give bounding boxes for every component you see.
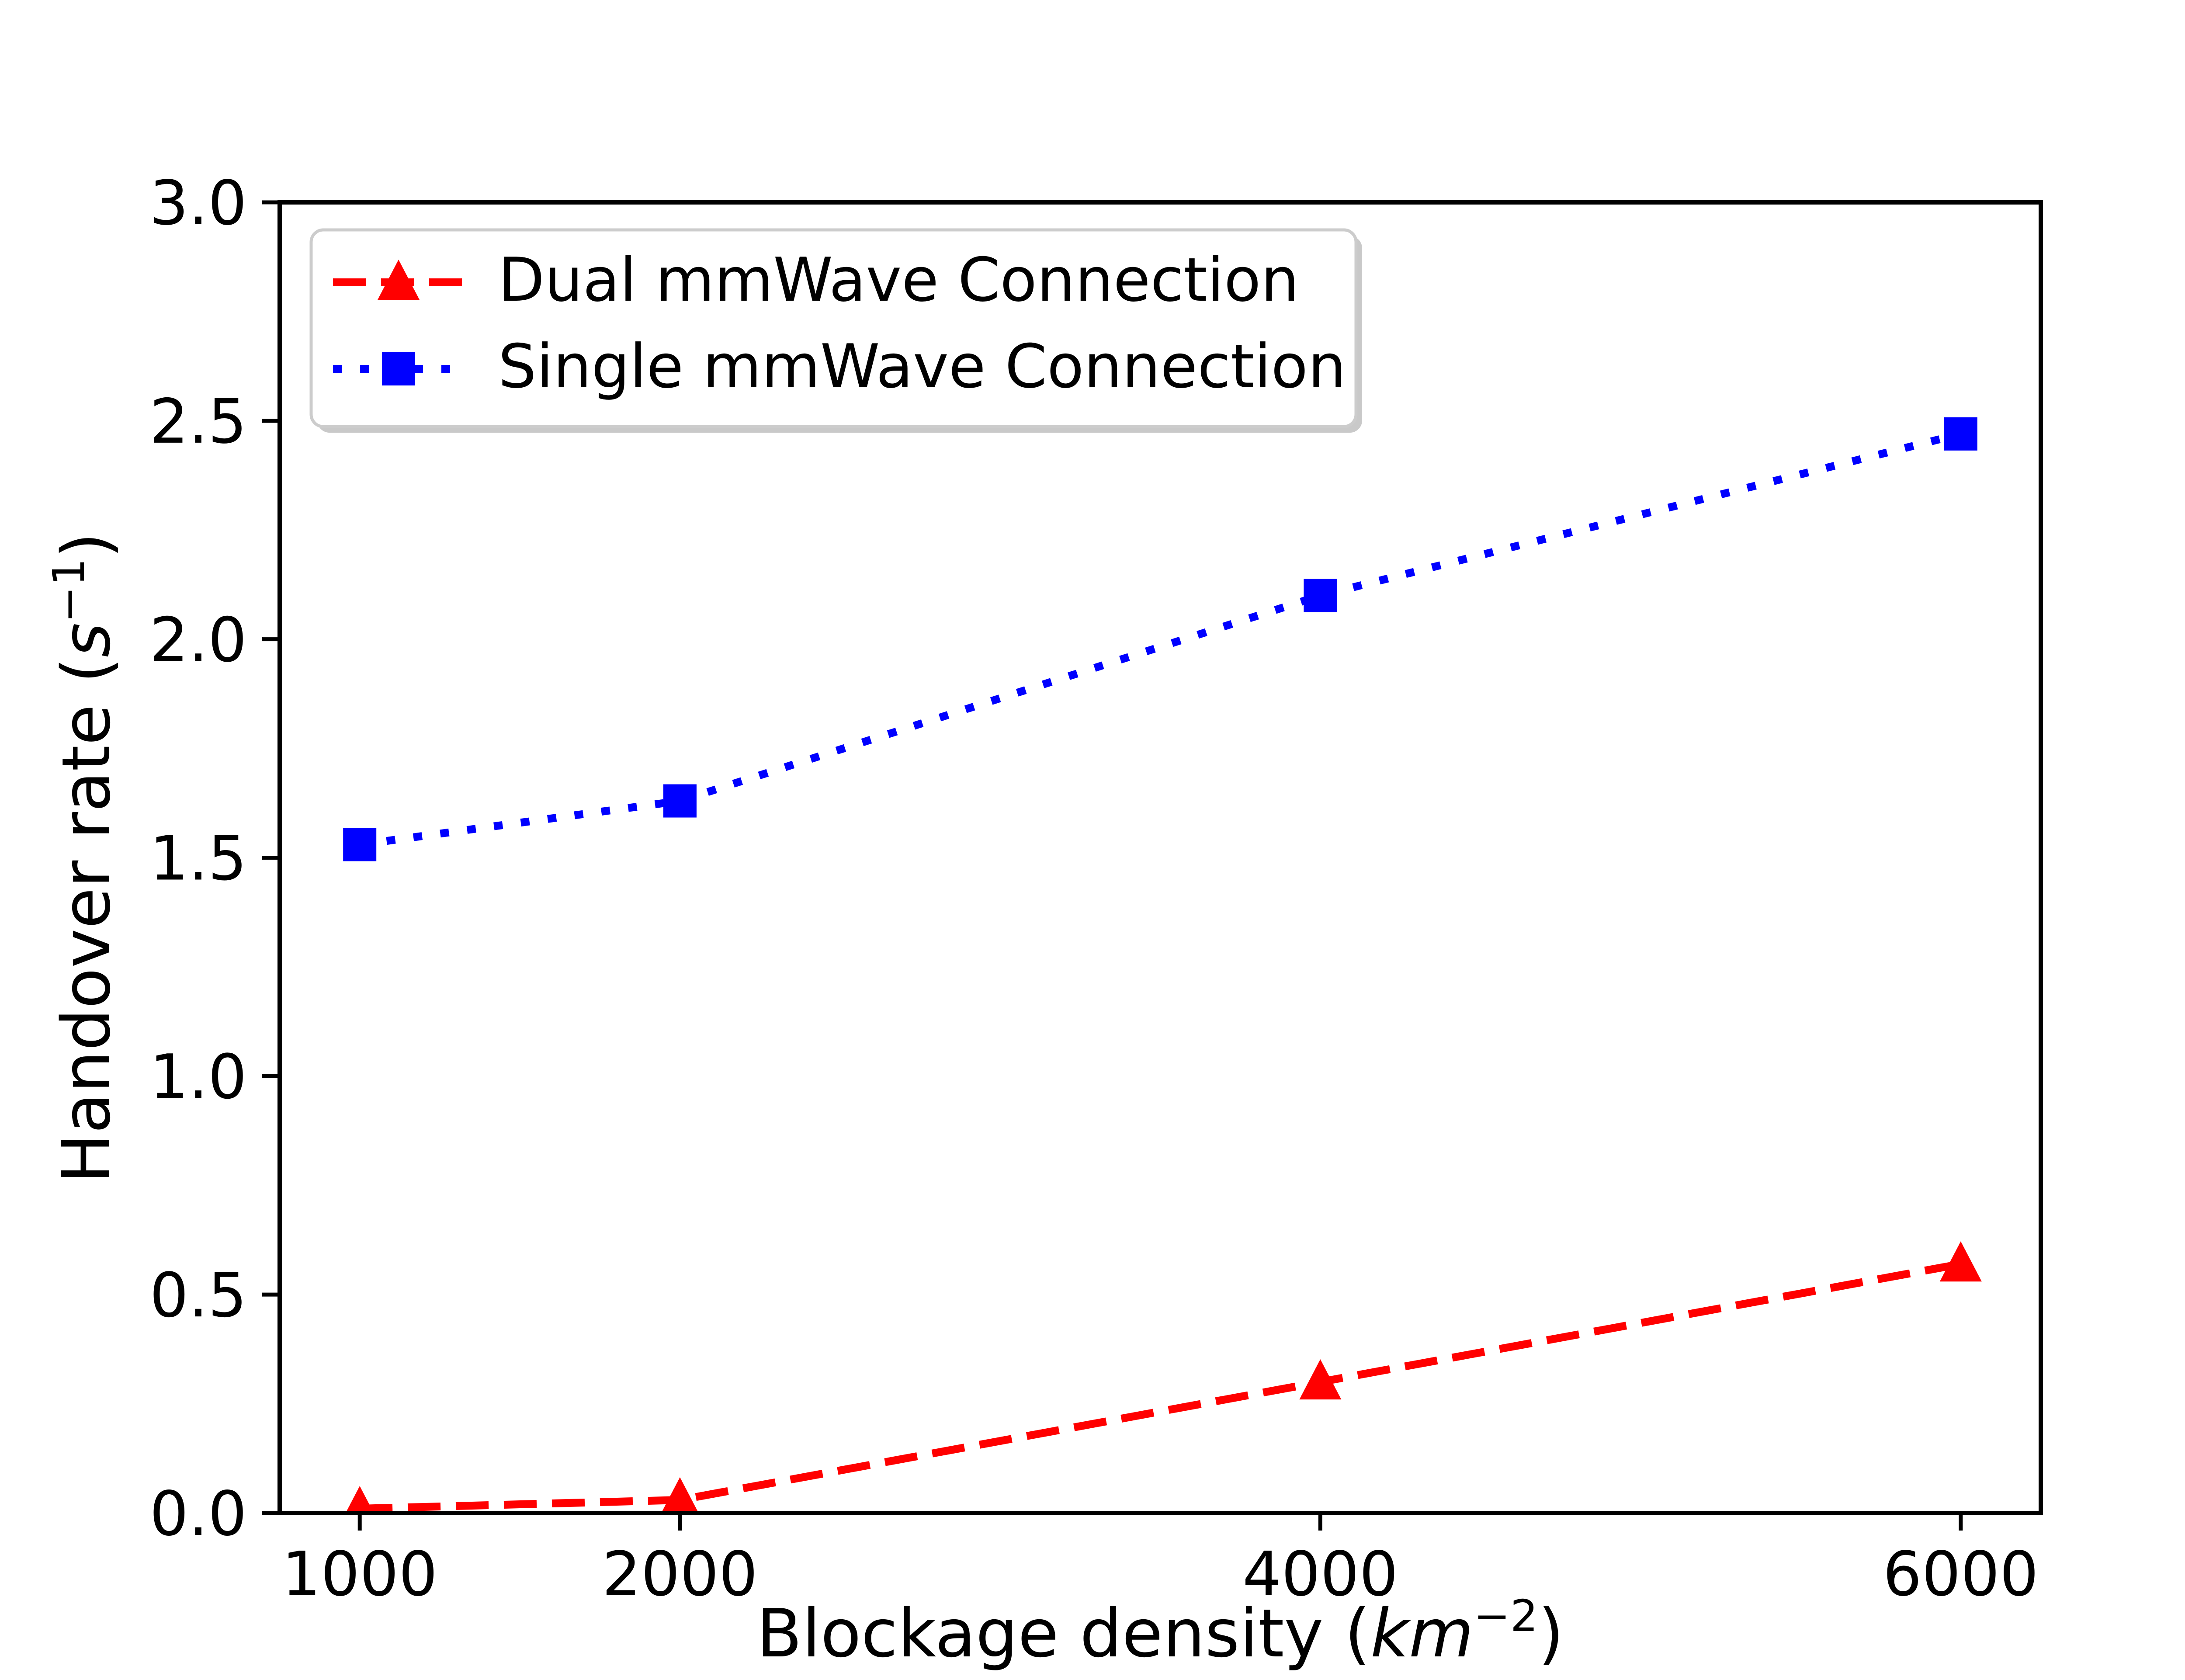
legend-sample-dual bbox=[333, 260, 464, 300]
axis-ticks: 1000 2000 4000 6000 0.0 0.5 1.0 1.5 2.0 2.5 3.0 bbox=[149, 168, 2039, 1610]
y-tick-label: 0.5 bbox=[149, 1260, 247, 1331]
legend-box: Dual mmWave Connection Single mmWave Con… bbox=[309, 228, 1362, 433]
y-axis-label: Handover rate (s−1) bbox=[43, 532, 125, 1184]
legend-sample-single bbox=[333, 352, 464, 385]
x-tick-label: 2000 bbox=[602, 1539, 758, 1610]
axes-spines bbox=[277, 200, 2043, 1515]
y-tick-label: 3.0 bbox=[149, 168, 247, 239]
legend-frame bbox=[309, 228, 1358, 428]
series-line-0 bbox=[359, 1260, 1962, 1513]
square-marker bbox=[1304, 579, 1337, 612]
square-marker bbox=[663, 784, 697, 818]
triangle-marker bbox=[1299, 1359, 1342, 1400]
y-tick-label: 1.5 bbox=[149, 823, 247, 895]
triangle-marker bbox=[345, 1486, 374, 1513]
x-tick-label: 6000 bbox=[1883, 1539, 2039, 1610]
triangle-marker bbox=[378, 260, 420, 300]
square-marker bbox=[1944, 417, 1977, 451]
x-tick-label: 1000 bbox=[282, 1539, 437, 1610]
y-tick-label: 1.0 bbox=[149, 1041, 247, 1113]
triangle-marker bbox=[661, 1477, 699, 1513]
triangle-marker bbox=[1939, 1241, 1982, 1282]
x-tick-label: 4000 bbox=[1242, 1539, 1398, 1610]
square-marker bbox=[382, 352, 415, 385]
y-tick-label: 0.0 bbox=[149, 1479, 247, 1550]
legend-label-dual: Dual mmWave Connection bbox=[498, 245, 1299, 315]
legend-label-single: Single mmWave Connection bbox=[498, 331, 1346, 402]
y-tick-label: 2.0 bbox=[149, 605, 247, 676]
x-axis-label: Blockage density (km−2) bbox=[756, 1590, 1564, 1672]
square-marker bbox=[343, 828, 377, 861]
y-tick-label: 2.5 bbox=[149, 386, 247, 458]
data-series bbox=[343, 417, 1982, 1513]
